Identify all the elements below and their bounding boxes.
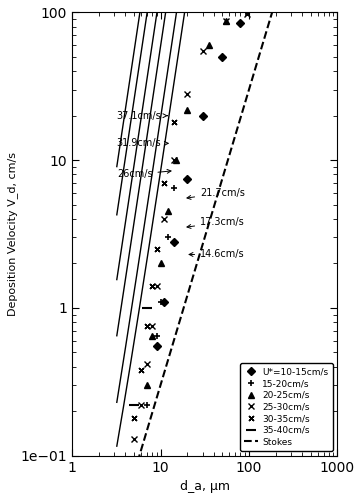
Y-axis label: Deposition Velocity V_d, cm/s: Deposition Velocity V_d, cm/s: [7, 152, 18, 316]
Text: 31.9cm/s: 31.9cm/s: [117, 138, 168, 148]
Text: 26cm/s: 26cm/s: [117, 170, 171, 179]
Text: 14.6cm/s: 14.6cm/s: [189, 250, 245, 260]
Text: 17.3cm/s: 17.3cm/s: [187, 218, 245, 228]
Text: 37.1cm/s: 37.1cm/s: [117, 110, 167, 120]
Legend: U*=10-15cm/s, 15-20cm/s, 20-25cm/s, 25-30cm/s, 30-35cm/s, 35-40cm/s, Stokes: U*=10-15cm/s, 15-20cm/s, 20-25cm/s, 25-3…: [240, 363, 333, 451]
Text: 21.7cm/s: 21.7cm/s: [187, 188, 245, 200]
X-axis label: d_a, μm: d_a, μm: [180, 480, 230, 493]
